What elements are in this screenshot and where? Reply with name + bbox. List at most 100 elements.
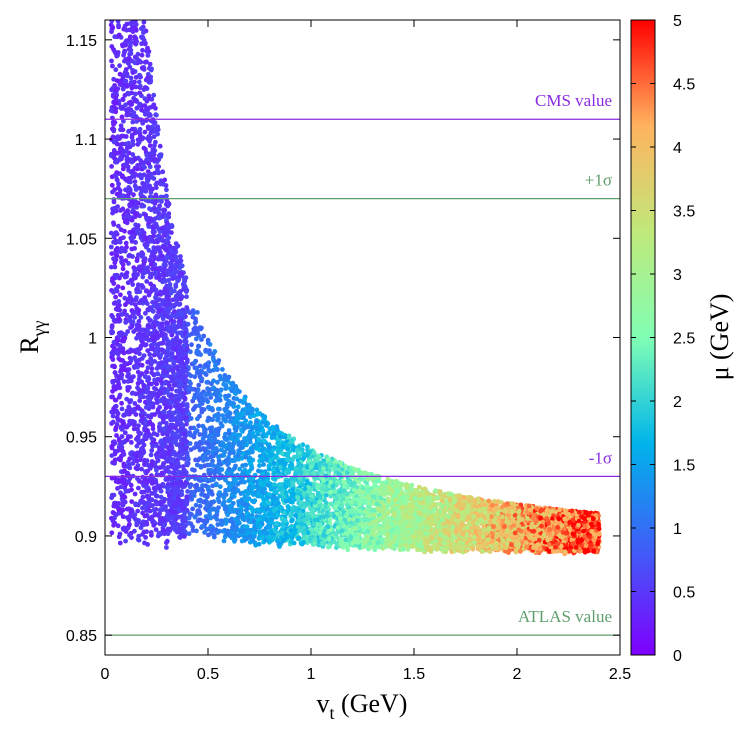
scatter-point [138,315,144,320]
scatter-point [141,145,147,151]
scatter-point [140,494,146,500]
scatter-point [130,460,136,466]
scatter-point [192,320,198,326]
scatter-point [203,347,209,353]
scatter-point [190,506,196,512]
scatter-point [109,20,115,24]
scatter-point [196,382,202,388]
scatter-point [163,258,169,264]
scatter-point [194,462,200,468]
scatter-point [125,379,131,384]
scatter-point [156,170,162,176]
scatter-point [113,294,118,300]
scatter-point [144,279,150,284]
scatter-point [149,448,155,453]
scatter-point [113,67,119,73]
scatter-point [153,485,159,491]
scatter-point [138,525,144,531]
scatter-point [117,71,123,77]
scatter-point [188,349,193,355]
scatter-point [150,266,155,272]
scatter-point [201,333,207,339]
scatter-point [109,182,115,188]
scatter-point [345,547,351,553]
scatter-point [135,508,141,514]
scatter-point [109,453,115,458]
scatter-point [117,540,123,546]
scatter-point [285,504,291,509]
scatter-point [147,318,153,323]
scatter-point [193,336,199,342]
scatter-point [200,436,206,442]
scatter-point [178,254,183,259]
scatter-point [164,540,169,546]
scatter-point [227,419,233,424]
scatter-point [143,288,149,294]
scatter-point [135,385,140,391]
scatter-point [128,75,134,81]
scatter-point [121,235,126,241]
scatter-point [161,211,167,216]
scatter-point [181,343,187,349]
scatter-point [110,419,116,425]
scatter-point [240,516,246,522]
scatter-point [121,379,127,384]
scatter-point [132,401,138,406]
scatter-point [109,329,114,334]
scatter-point [220,367,225,372]
scatter-point [159,199,164,204]
scatter-point [147,352,153,357]
scatter-point [125,373,130,379]
scatter-point [144,493,150,499]
scatter-point [142,59,148,65]
scatter-point [129,499,135,504]
scatter-point [217,484,223,489]
scatter-point [133,240,139,245]
scatter-point [463,548,469,554]
scatter-point [109,58,114,64]
scatter-point [152,359,158,364]
scatter-point [211,367,216,373]
scatter-point [238,479,244,485]
scatter-point [130,282,136,287]
scatter-point [111,128,117,134]
scatter-point [197,413,202,419]
scatter-point [109,44,115,49]
scatter-point [211,385,217,391]
scatter-point [243,418,249,424]
scatter-point [293,513,298,518]
scatter-point [252,498,258,503]
scatter-point [210,458,215,464]
scatter-point [285,508,290,514]
scatter-point [131,329,137,334]
scatter-point [143,423,148,429]
scatter-point [197,439,203,445]
scatter-point [124,396,130,402]
scatter-point [196,423,202,429]
scatter-point [145,365,151,371]
scatter-point [356,479,362,485]
scatter-point [205,494,210,500]
scatter-point [138,59,144,65]
scatter-point [184,421,189,427]
scatter-point [300,508,306,514]
scatter-point [110,63,115,69]
scatter-point [144,529,150,535]
scatter-point [147,61,153,67]
scatter-point [170,410,176,416]
scatter-point [126,140,131,146]
scatter-point [112,34,118,40]
scatter-point [207,342,213,347]
scatter-point [132,179,138,185]
scatter-point [149,96,155,102]
scatter-point [256,468,261,474]
scatter-point [169,386,175,392]
scatter-point [108,264,114,270]
scatter-point [119,272,125,278]
scatter-point [119,114,125,120]
scatter-point [110,413,116,419]
scatter-point [132,315,138,320]
scatter-point [149,459,155,464]
scatter-point [111,199,117,205]
scatter-point [133,91,138,97]
